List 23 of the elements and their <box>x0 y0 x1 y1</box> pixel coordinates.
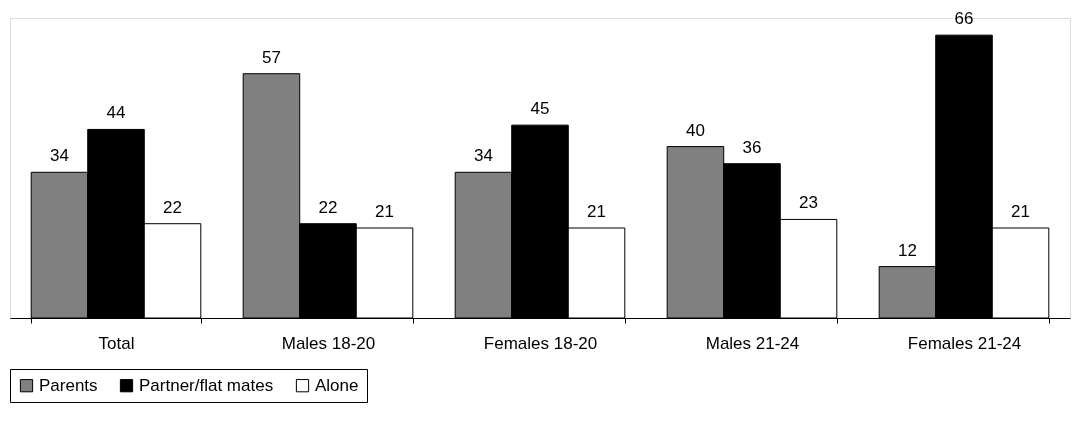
x-tick-label: Females 21-24 <box>907 333 1022 353</box>
data-label: 12 <box>898 240 917 260</box>
data-label: 22 <box>163 197 182 217</box>
data-label: 66 <box>954 9 974 29</box>
data-label: 57 <box>262 47 281 67</box>
x-tick-label: Males 21-24 <box>705 333 800 353</box>
data-label: 34 <box>474 146 493 166</box>
x-tick-label: Total <box>98 333 135 353</box>
legend-label: Partner/flat mates <box>139 375 274 395</box>
data-label: 45 <box>530 99 550 119</box>
x-tick-label: Females 18-20 <box>483 333 598 353</box>
legend-label: Alone <box>315 375 359 395</box>
data-label: 22 <box>318 197 338 217</box>
data-label: 40 <box>686 120 705 140</box>
legend-label: Parents <box>39 375 98 395</box>
data-label: 21 <box>375 202 394 221</box>
data-label: 21 <box>587 202 606 221</box>
data-label: 34 <box>50 146 69 166</box>
data-label: 23 <box>799 193 818 213</box>
data-label: 44 <box>106 103 126 123</box>
x-tick-label: Males 18-20 <box>281 333 376 353</box>
data-label: 21 <box>1011 202 1030 221</box>
data-label: 36 <box>742 137 762 157</box>
